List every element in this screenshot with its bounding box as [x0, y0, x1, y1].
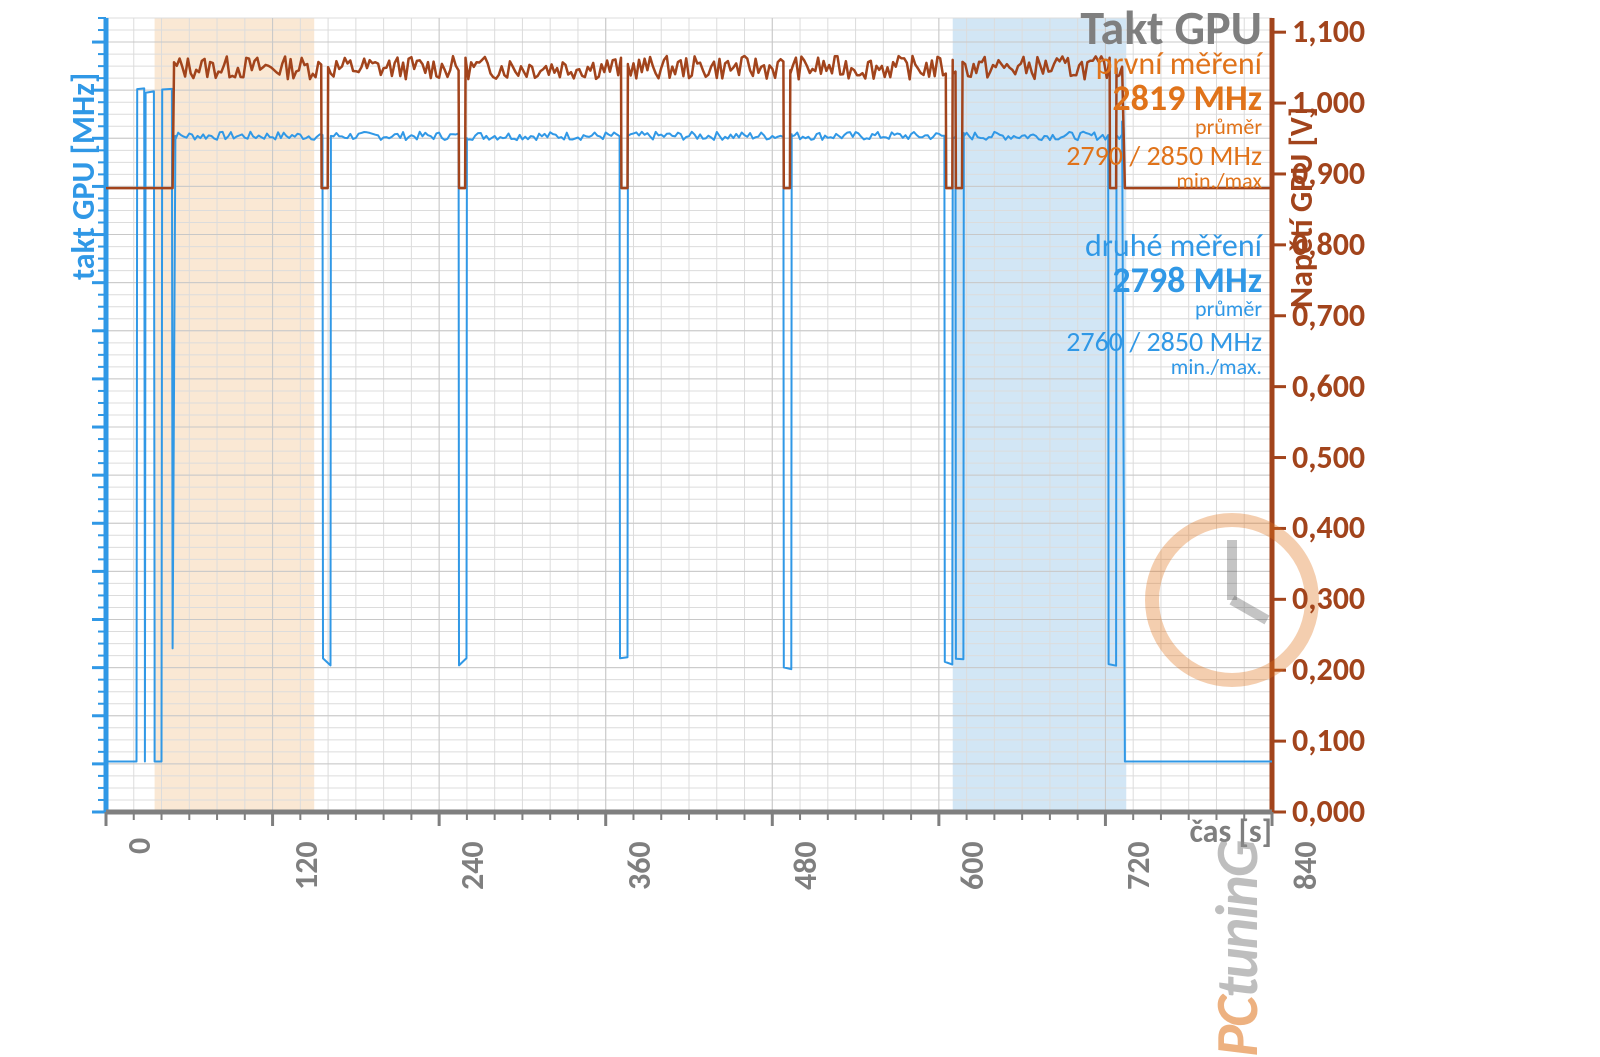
annotation-first: první měření 2819 MHz průměr 2790 / 2850… — [1066, 48, 1262, 192]
annotation-second: druhé měření 2798 MHz průměr 2760 / 2850… — [1066, 230, 1262, 378]
annotation-first-minmax: 2790 / 2850 MHz — [1066, 142, 1262, 170]
watermark-pc: PC — [1201, 998, 1274, 1057]
y-right-label: Napětí GPU [V] — [1282, 107, 1321, 308]
y-right-tick-label: 0,500 — [1292, 438, 1365, 477]
y-right-tick-label: 1,000 — [1292, 83, 1365, 122]
x-axis-tick-label: 360 — [620, 841, 659, 890]
y-right-tick-label: 0,800 — [1292, 225, 1365, 264]
watermark-tuning: tuninG — [1201, 841, 1274, 998]
y-right-tick-label: 0,900 — [1292, 154, 1365, 193]
y-right-tick-label: 0,000 — [1292, 792, 1365, 831]
y-right-tick-label: 1,100 — [1292, 12, 1365, 51]
y-right-tick-label: 0,200 — [1292, 650, 1365, 689]
annotation-first-minmax-sub: min./max — [1066, 170, 1262, 192]
y-right-tick-label: 0,600 — [1292, 367, 1365, 406]
x-axis-tick-label: 0 — [120, 838, 159, 854]
x-axis-tick-label: 600 — [953, 841, 992, 890]
x-axis-tick-label: 240 — [453, 841, 492, 890]
watermark: PCtuninG — [1201, 841, 1274, 1057]
annotation-first-avg: 2819 MHz — [1066, 80, 1262, 116]
x-axis-tick-label: 120 — [287, 841, 326, 890]
x-axis-tick-label: 720 — [1119, 841, 1158, 890]
annotation-second-minmax-sub: min./max. — [1066, 356, 1262, 378]
x-axis-tick-label: 840 — [1286, 841, 1325, 890]
y-right-tick-label: 0,300 — [1292, 579, 1365, 618]
y-left-label: takt GPU [MHz] — [64, 73, 103, 280]
annotation-second-minmax: 2760 / 2850 MHz — [1066, 328, 1262, 356]
y-right-tick-label: 0,400 — [1292, 508, 1365, 547]
y-right-tick-label: 0,700 — [1292, 296, 1365, 335]
y-right-tick-label: 0,100 — [1292, 721, 1365, 760]
annotation-second-avg: 2798 MHz — [1066, 262, 1262, 298]
x-axis-tick-label: 480 — [786, 841, 825, 890]
